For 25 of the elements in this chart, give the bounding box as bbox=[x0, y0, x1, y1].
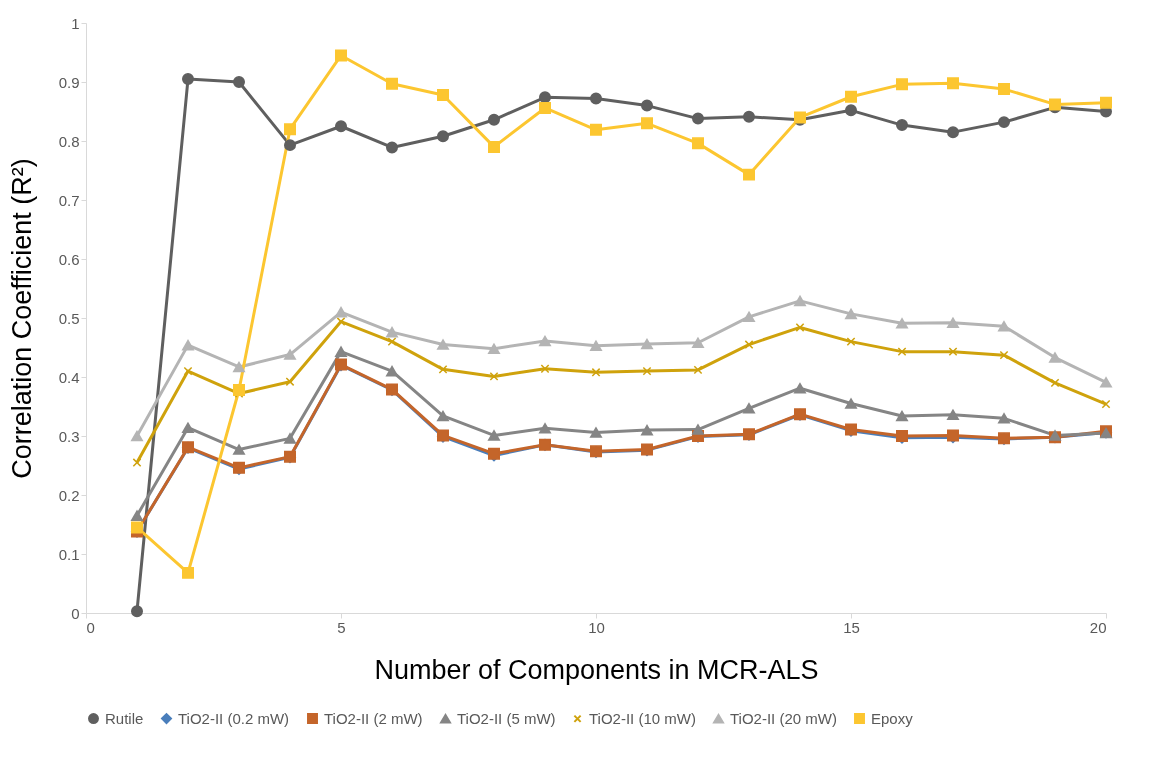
legend-label: Epoxy bbox=[871, 709, 914, 727]
y-tick-label: 0.5 bbox=[58, 309, 80, 327]
y-tick-label: 0.7 bbox=[58, 191, 80, 209]
legend-label: TiO2-II (2 mW) bbox=[324, 709, 423, 727]
y-tick-label: 0.9 bbox=[58, 73, 80, 91]
y-tick-label: 0.1 bbox=[58, 545, 80, 563]
x-axis-title: Number of Components in MCR-ALS bbox=[374, 654, 819, 685]
x-tick-label: 0 bbox=[86, 618, 95, 636]
legend-label: TiO2-II (20 mW) bbox=[730, 709, 837, 727]
x-tick-label: 10 bbox=[588, 618, 605, 636]
x-tick-label: 15 bbox=[843, 618, 860, 636]
y-tick-label: 0 bbox=[71, 604, 80, 622]
y-tick-label: 1 bbox=[71, 14, 80, 32]
y-tick-label: 0.8 bbox=[58, 132, 80, 150]
y-tick-label: 0.6 bbox=[58, 250, 80, 268]
legend-label: Rutile bbox=[105, 709, 144, 727]
legend-label: TiO2-II (10 mW) bbox=[589, 709, 696, 727]
y-tick-label: 0.3 bbox=[58, 427, 80, 445]
x-tick-label: 5 bbox=[337, 618, 346, 636]
x-tick-label: 20 bbox=[1089, 618, 1107, 636]
y-tick-label: 0.2 bbox=[58, 486, 80, 504]
legend-label: TiO2-II (5 mW) bbox=[457, 709, 556, 727]
y-axis-title: Correlation Coefficient (R²) bbox=[6, 158, 37, 479]
legend-label: TiO2-II (0.2 mW) bbox=[178, 709, 290, 727]
y-tick-label: 0.4 bbox=[58, 368, 80, 386]
